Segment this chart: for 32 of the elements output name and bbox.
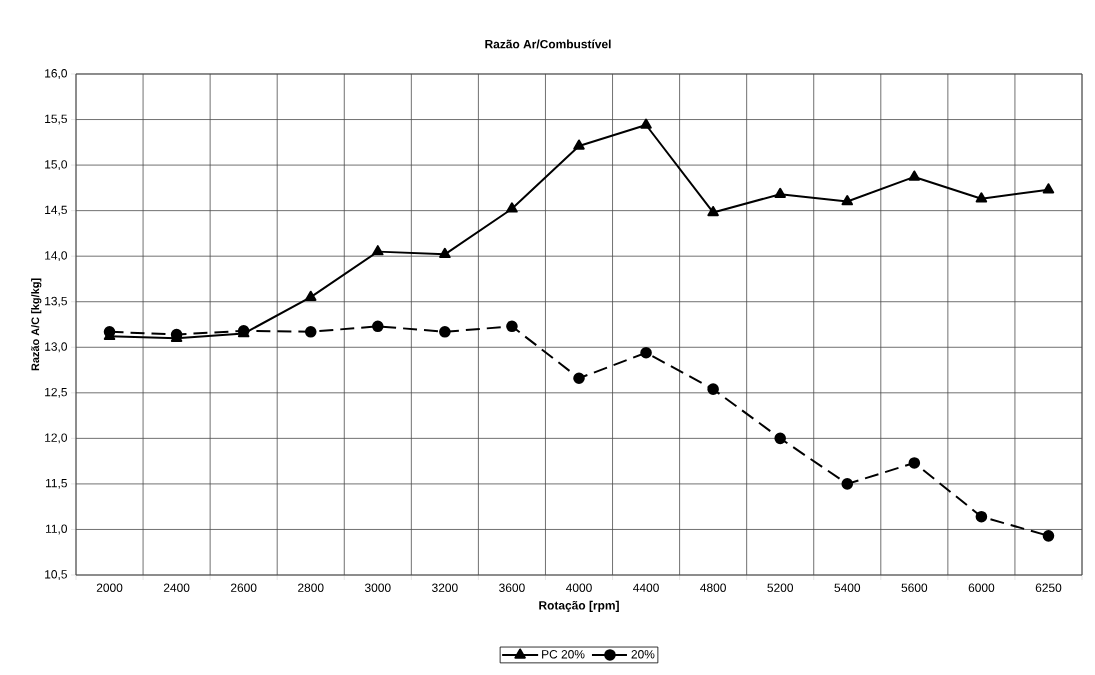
y-tick-label: 11,5 bbox=[46, 479, 67, 489]
legend-label: PC 20% bbox=[542, 650, 585, 659]
y-tick-label: 12,5 bbox=[45, 387, 67, 398]
y-tick-label: 15,0 bbox=[45, 160, 68, 171]
x-tick-label: 2000 bbox=[96, 583, 123, 592]
chart-title: Razão Ar/Combustível bbox=[485, 39, 611, 49]
x-axis-title: Rotação [rpm] bbox=[539, 600, 619, 612]
x-tick-label: 4800 bbox=[700, 583, 726, 592]
y-tick-label: 15,5 bbox=[45, 114, 67, 125]
legend-label: 20% bbox=[631, 650, 655, 659]
x-tick-label: 5600 bbox=[901, 583, 928, 592]
x-tick-label: 3000 bbox=[364, 583, 391, 592]
y-tick-label: 13,5 bbox=[45, 296, 67, 307]
y-tick-label: 14,0 bbox=[45, 251, 68, 262]
y-tick-label: 11,0 bbox=[46, 524, 68, 535]
y-tick-label: 16,0 bbox=[45, 69, 68, 79]
x-tick-label: 6000 bbox=[968, 583, 995, 592]
x-tick-label: 2600 bbox=[230, 583, 257, 592]
y-axis-title: Razão A/C [kg/kg] bbox=[31, 278, 42, 371]
y-tick-label: 12,0 bbox=[45, 433, 68, 444]
y-tick-label: 14,5 bbox=[45, 205, 67, 216]
y-tick-label: 13,0 bbox=[45, 342, 68, 353]
x-tick-label: 5400 bbox=[834, 583, 861, 592]
x-tick-label: 6250 bbox=[1035, 583, 1062, 592]
x-tick-label: 4400 bbox=[633, 583, 659, 592]
x-tick-label: 4000 bbox=[565, 583, 592, 592]
x-tick-label: 2800 bbox=[298, 583, 324, 592]
y-tick-label: 10,5 bbox=[45, 570, 67, 580]
x-tick-label: 3200 bbox=[432, 583, 458, 592]
x-tick-label: 3600 bbox=[499, 583, 525, 592]
x-tick-label: 5200 bbox=[767, 583, 794, 592]
x-tick-label: 2400 bbox=[163, 583, 190, 592]
